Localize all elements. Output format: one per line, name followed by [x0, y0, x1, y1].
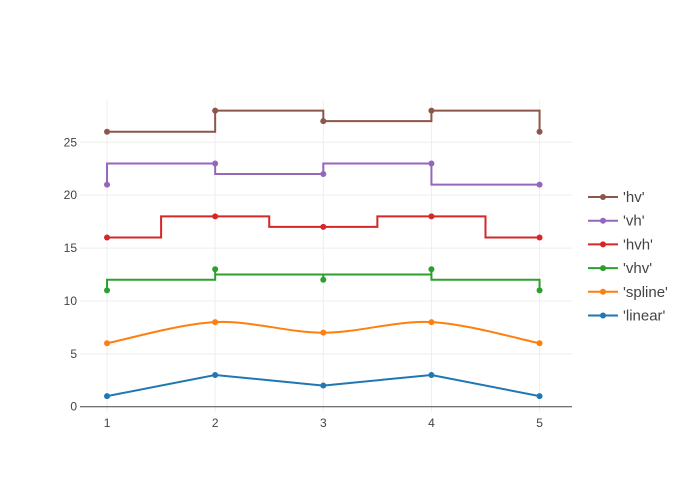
series-linear — [104, 371, 543, 400]
series-vhv — [104, 266, 543, 294]
y-tick-label: 25 — [64, 135, 78, 149]
x-tick-label: 2 — [212, 416, 219, 430]
data-point-linear — [536, 393, 543, 400]
legend-label: 'vh' — [623, 213, 645, 230]
legend-item-spline[interactable]: 'spline' — [588, 284, 668, 301]
x-tick-label: 3 — [320, 416, 327, 430]
data-point-vh — [428, 160, 435, 167]
legend-swatch-marker — [600, 194, 606, 200]
series-vh — [104, 160, 543, 188]
data-point-linear — [212, 371, 219, 378]
legend-swatch-marker — [600, 312, 606, 319]
legend-item-hv[interactable]: 'hv' — [588, 189, 645, 206]
y-axis-ticks: 0 5 10 15 20 25 — [64, 135, 78, 413]
legend-swatch-marker — [600, 288, 606, 295]
data-point-vhv — [536, 287, 543, 294]
x-tick-label: 4 — [428, 416, 435, 430]
legend-swatch-marker — [600, 265, 606, 272]
data-point-vhv — [212, 266, 219, 273]
legend-item-vh[interactable]: 'vh' — [588, 213, 645, 230]
data-point-hvh — [212, 213, 219, 220]
x-axis-ticks: 1 2 3 4 5 — [104, 416, 544, 430]
data-point-vhv — [104, 287, 111, 294]
x-tick-label: 5 — [536, 416, 543, 430]
series-hvh — [104, 213, 543, 241]
data-point-linear — [320, 382, 327, 389]
data-point-linear — [428, 371, 435, 378]
data-point-hvh — [536, 234, 543, 241]
legend-item-linear[interactable]: 'linear' — [588, 308, 666, 325]
legend-label: 'hvh' — [623, 236, 653, 253]
data-point-vh — [536, 181, 543, 188]
data-point-vhv — [428, 266, 435, 273]
data-point-hv — [104, 128, 111, 135]
legend-swatch-marker — [600, 241, 606, 248]
data-point-hv — [320, 118, 327, 125]
data-point-hv — [212, 107, 219, 114]
x-tick-label: 1 — [104, 416, 111, 430]
legend-label: 'hv' — [623, 189, 645, 206]
series-hv — [104, 107, 543, 135]
data-point-hvh — [428, 213, 435, 220]
data-point-spline — [536, 340, 543, 347]
data-point-spline — [428, 319, 435, 326]
series-spline — [104, 319, 543, 347]
legend-swatch-marker — [600, 217, 606, 224]
y-tick-label: 15 — [64, 241, 78, 255]
data-point-hvh — [104, 234, 111, 241]
y-tick-label: 5 — [70, 347, 77, 361]
legend-label: 'linear' — [623, 308, 666, 325]
data-point-vh — [212, 160, 219, 167]
y-tick-label: 10 — [64, 294, 78, 308]
data-point-spline — [212, 319, 219, 326]
data-point-hvh — [320, 223, 327, 230]
legend-item-vhv[interactable]: 'vhv' — [588, 260, 652, 277]
data-point-hv — [536, 128, 543, 135]
legend-label: 'vhv' — [623, 260, 652, 277]
data-point-hv — [428, 107, 435, 114]
data-point-spline — [320, 329, 327, 336]
data-point-vh — [104, 181, 111, 188]
y-tick-label: 0 — [70, 400, 77, 414]
y-tick-label: 20 — [64, 188, 78, 202]
data-point-vhv — [320, 276, 327, 283]
data-point-vh — [320, 171, 327, 178]
legend[interactable]: 'hv' 'vh' 'hvh' 'vhv' 'spline' 'linear' — [588, 189, 668, 325]
legend-item-hvh[interactable]: 'hvh' — [588, 236, 653, 253]
plot-series — [104, 107, 543, 400]
data-point-linear — [104, 393, 111, 400]
data-point-spline — [104, 340, 111, 347]
legend-label: 'spline' — [623, 284, 668, 301]
gridlines — [80, 100, 572, 412]
